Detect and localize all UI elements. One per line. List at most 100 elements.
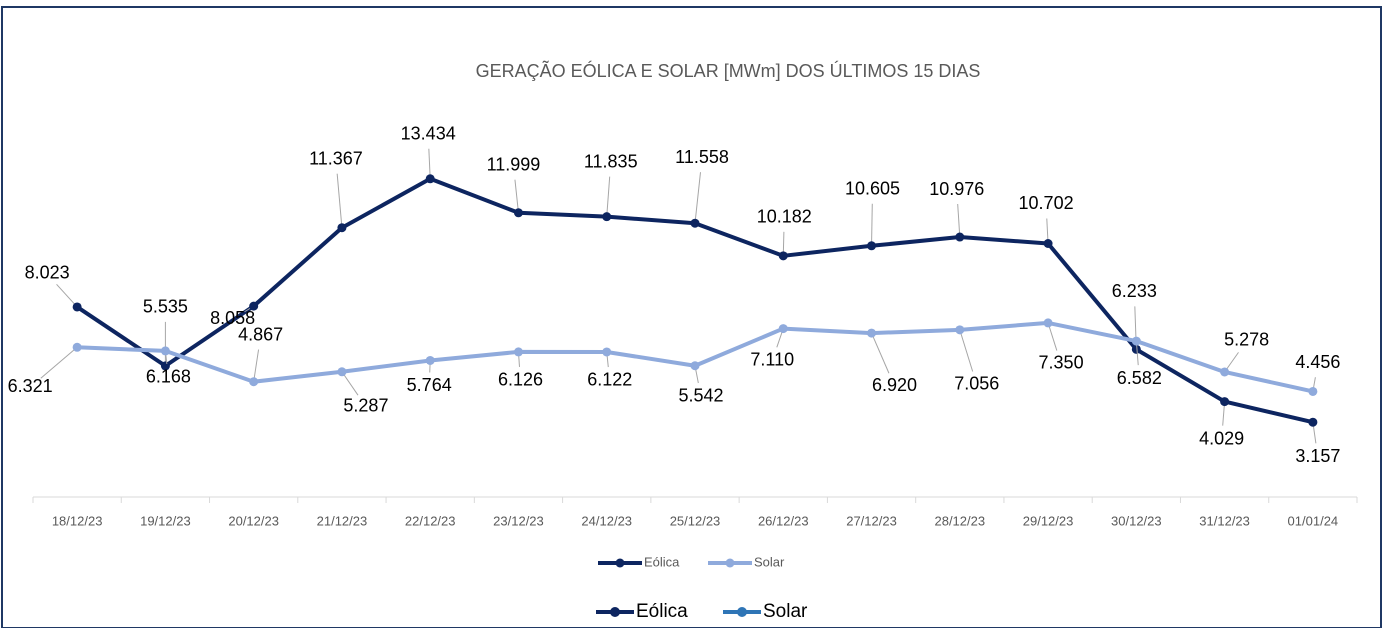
data-label: 11.558 [675,147,729,167]
x-tick-label: 19/12/23 [140,513,191,528]
legend-marker [725,558,735,568]
x-tick-label: 24/12/23 [581,513,632,528]
data-point [1308,386,1318,396]
data-label: 6.233 [1112,281,1157,301]
data-point [513,347,523,357]
data-point [513,208,523,218]
data-label: 6.920 [872,375,917,395]
data-point [690,218,700,228]
x-tick-label: 01/01/24 [1288,513,1339,528]
data-point [425,355,435,365]
data-point [425,174,435,184]
data-point [602,212,612,222]
data-label: 11.367 [309,148,363,168]
x-tick-label: 28/12/23 [934,513,985,528]
x-tick-label: 18/12/23 [52,513,103,528]
x-tick-label: 23/12/23 [493,513,544,528]
leader-line [871,203,873,246]
data-point [160,361,170,371]
data-label: 3.157 [1295,446,1340,466]
leader-line [1047,322,1058,351]
legend-label: Eólica [644,554,680,569]
data-point [602,347,612,357]
legend-label: Solar [754,554,785,569]
leader-line [957,203,961,238]
data-label: 7.350 [1039,353,1084,373]
x-tick-label: 29/12/23 [1023,513,1074,528]
leader-line [40,346,78,379]
data-label: 10.182 [757,207,812,227]
data-label: 7.056 [954,374,999,394]
data-point [1131,344,1141,354]
data-point [72,342,82,352]
leader-line [514,179,519,213]
data-point [1043,318,1053,328]
data-point [160,346,170,356]
legend2-marker [737,607,747,617]
data-label: 6.122 [587,370,632,390]
data-point [1220,397,1230,407]
data-point [867,241,877,251]
leader-line [336,173,343,228]
x-tick-label: 30/12/23 [1111,513,1162,528]
x-tick-label: 27/12/23 [846,513,897,528]
data-label: 5.764 [407,375,452,395]
data-label: 7.110 [750,349,794,369]
data-label: 4.867 [238,324,283,344]
data-point [778,251,788,261]
data-point [1043,238,1053,248]
data-point [1220,367,1230,377]
chart-title: GERAÇÃO EÓLICA E SOLAR [MWm] DOS ÚLTIMOS… [476,60,981,81]
frame [1,6,1382,628]
legend2-label: Eólica [636,601,688,622]
data-label: 10.976 [929,179,984,199]
data-point [867,328,877,338]
data-point [72,302,82,312]
legend-marker [615,558,625,568]
data-label: 10.605 [845,179,900,199]
data-label: 5.278 [1224,330,1269,350]
data-point [955,232,965,242]
leader-line [694,172,701,224]
legend2-label: Solar [763,601,808,622]
leader-line [341,371,359,396]
leader-line [606,176,611,217]
data-label: 8.058 [210,308,255,328]
data-label: 5.287 [343,396,388,416]
leader-line [959,329,974,372]
x-tick-label: 31/12/23 [1199,513,1250,528]
data-point [249,301,259,311]
x-tick-label: 25/12/23 [670,513,721,528]
data-label: 6.168 [146,367,191,387]
data-label: 5.542 [678,385,723,405]
data-point [778,324,788,334]
leader-line [428,148,431,179]
data-point [1308,417,1318,427]
data-point [337,367,347,377]
data-point [337,223,347,233]
data-point [1131,336,1141,346]
data-point [690,361,700,371]
data-label: 5.535 [143,297,188,317]
data-point [955,325,965,335]
data-label: 11.835 [584,151,638,171]
data-label: 6.321 [8,376,53,396]
x-tick-label: 20/12/23 [228,513,279,528]
data-label: 8.023 [25,263,70,283]
x-tick-label: 21/12/23 [317,513,368,528]
leader-line [56,283,78,308]
data-point [249,377,259,387]
x-tick-label: 22/12/23 [405,513,456,528]
data-label: 4.456 [1295,352,1340,372]
data-label: 13.434 [401,124,456,144]
legend2-marker [610,607,620,617]
data-label: 10.702 [1019,193,1074,213]
data-label: 6.126 [498,370,543,390]
x-tick-label: 26/12/23 [758,513,809,528]
data-label: 6.582 [1117,368,1162,388]
leader-line [253,349,260,382]
leader-line [871,332,890,374]
data-label: 11.999 [487,155,541,175]
data-label: 4.029 [1199,428,1244,448]
